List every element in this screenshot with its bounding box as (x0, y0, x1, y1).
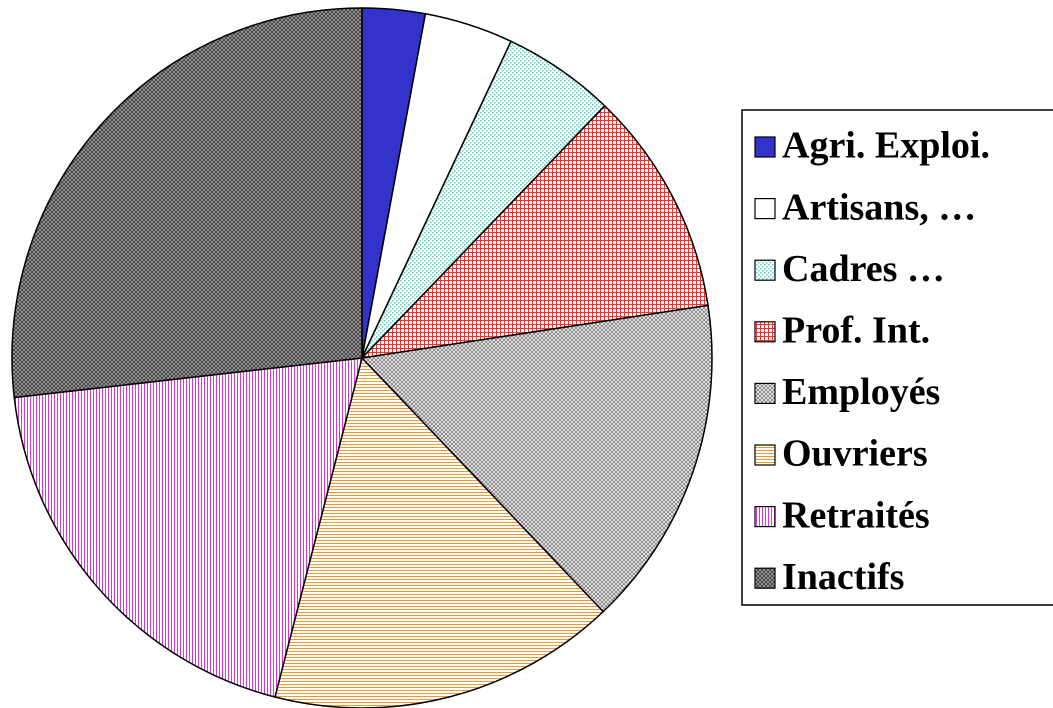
legend-swatch (754, 321, 776, 343)
pie-slice (360, 304, 713, 613)
legend-label: Agri. Exploi. (782, 125, 990, 167)
legend-swatch (754, 567, 776, 589)
legend-label: Inactifs (782, 556, 904, 598)
legend-box (741, 109, 1053, 606)
pie-slice (11, 7, 363, 399)
legend-swatch (754, 198, 776, 220)
legend-swatch (754, 136, 776, 158)
legend-label: Retraités (782, 494, 930, 536)
legend-label: Employés (782, 371, 940, 413)
legend-label: Artisans, … (782, 186, 976, 228)
pie-slice (13, 357, 363, 698)
legend-swatch (754, 506, 776, 528)
legend-label: Cadres … (782, 248, 945, 290)
legend-label: Ouvriers (782, 433, 928, 475)
pie (11, 7, 713, 708)
pie-slice (274, 356, 605, 708)
legend: Agri. Exploi. Artisans, … Cadres … Prof. In… (754, 125, 990, 598)
pie-slice (359, 104, 709, 360)
legend-swatch (754, 444, 776, 466)
legend-label: Prof. Int. (782, 310, 930, 352)
legend-swatch (754, 259, 776, 281)
legend-swatch (754, 382, 776, 404)
